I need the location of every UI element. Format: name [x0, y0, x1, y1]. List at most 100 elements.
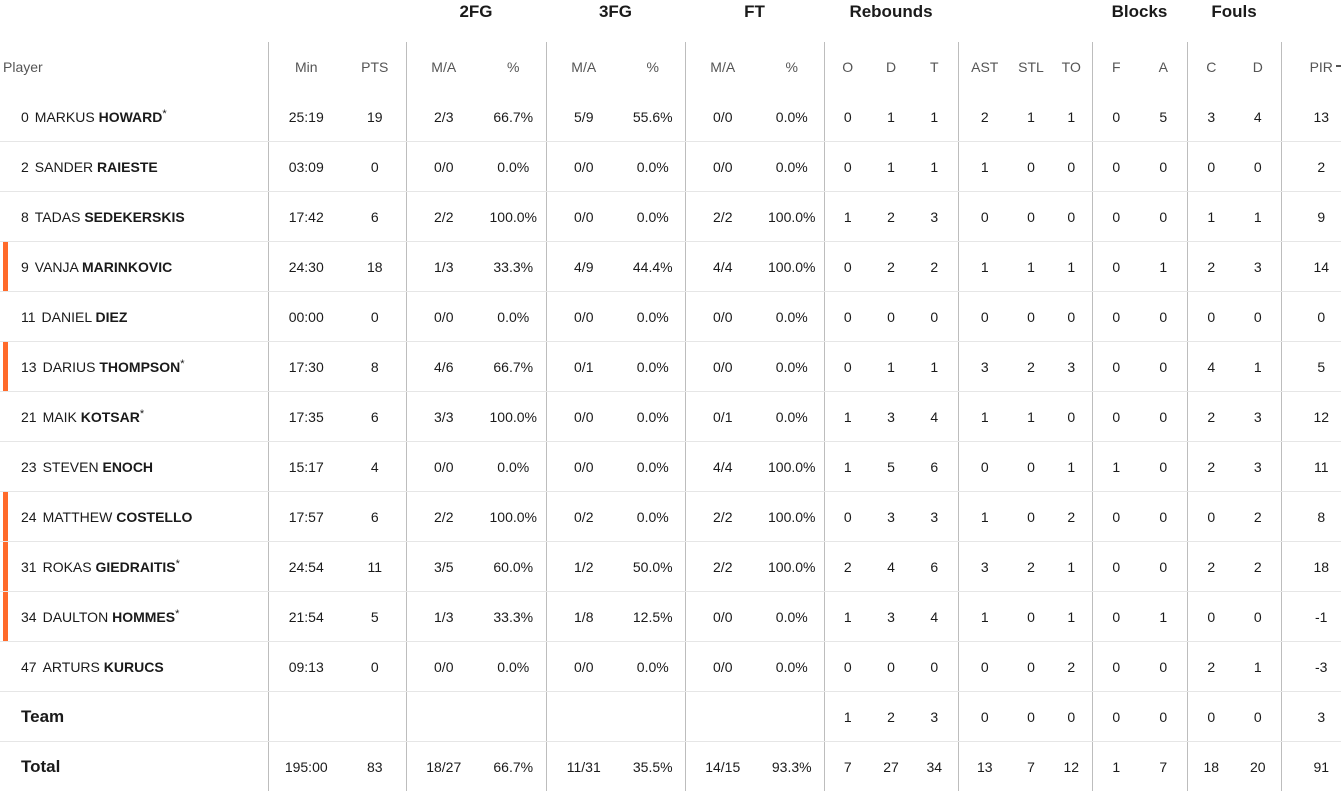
player-first-name: ROKAS — [43, 559, 92, 575]
cell-ft-ma: 4/4 — [685, 242, 760, 292]
cell-fg3-ma: 0/0 — [546, 292, 621, 342]
starter-marker: * — [175, 608, 179, 620]
col-3fg-pct[interactable]: % — [621, 42, 685, 92]
col-reb-t[interactable]: T — [911, 42, 958, 92]
cell-blk-f: 0 — [1092, 292, 1140, 342]
cell-stl: 1 — [1011, 242, 1051, 292]
cell-fg2-pct: 60.0% — [481, 542, 546, 592]
cell-foul-d: 1 — [1235, 192, 1281, 242]
cell-min: 17:30 — [268, 342, 344, 392]
col-min[interactable]: Min — [268, 42, 344, 92]
cell-fg3-ma: 11/31 — [546, 742, 621, 791]
col-pir[interactable]: PIR — [1281, 42, 1341, 92]
player-first-name: DAULTON — [43, 609, 109, 625]
col-ft-ma[interactable]: M/A — [685, 42, 760, 92]
cell-to: 1 — [1051, 242, 1092, 292]
cell-fg2-ma: 1/3 — [406, 592, 481, 642]
cell-to: 1 — [1051, 592, 1092, 642]
col-reb-o[interactable]: O — [824, 42, 871, 92]
col-player[interactable]: Player — [0, 42, 268, 92]
col-foul-c[interactable]: C — [1187, 42, 1235, 92]
col-to[interactable]: TO — [1051, 42, 1092, 92]
cell-pir: 91 — [1281, 742, 1341, 791]
player-number: 9 — [21, 259, 29, 275]
cell-min: 03:09 — [268, 142, 344, 192]
col-blk-a[interactable]: A — [1140, 42, 1187, 92]
cell-to: 0 — [1051, 392, 1092, 442]
cell-fg2-pct: 0.0% — [481, 292, 546, 342]
highlight-bar — [3, 492, 8, 541]
cell-fg2-pct: 100.0% — [481, 192, 546, 242]
cell-fg3-ma: 1/8 — [546, 592, 621, 642]
cell-fg3-ma: 5/9 — [546, 92, 621, 142]
cell-ast: 2 — [958, 92, 1011, 142]
cell-ft-pct: 100.0% — [760, 442, 824, 492]
col-2fg-ma[interactable]: M/A — [406, 42, 481, 92]
col-reb-d[interactable]: D — [871, 42, 911, 92]
col-blk-f[interactable]: F — [1092, 42, 1140, 92]
cell-foul-d: 20 — [1235, 742, 1281, 791]
cell-reb-t: 4 — [911, 592, 958, 642]
col-pts[interactable]: PTS — [344, 42, 406, 92]
box-score: 2FG 3FG FT Rebounds Blocks Fouls Player … — [0, 0, 1341, 773]
cell-reb-o: 1 — [824, 692, 871, 742]
player-last-name: KURUCS — [104, 659, 164, 675]
cell-fg2-pct: 66.7% — [481, 92, 546, 142]
cell-reb-t: 4 — [911, 392, 958, 442]
cell-ft-ma — [685, 692, 760, 742]
starter-marker: * — [180, 358, 184, 370]
col-stl[interactable]: STL — [1011, 42, 1051, 92]
cell-pts: 0 — [344, 142, 406, 192]
cell-reb-o: 0 — [824, 92, 871, 142]
col-3fg-ma[interactable]: M/A — [546, 42, 621, 92]
cell-ast: 0 — [958, 692, 1011, 742]
col-2fg-pct[interactable]: % — [481, 42, 546, 92]
cell-ast: 3 — [958, 542, 1011, 592]
cell-reb-o: 0 — [824, 292, 871, 342]
cell-min: 00:00 — [268, 292, 344, 342]
col-foul-d[interactable]: D — [1235, 42, 1281, 92]
cell-reb-d: 1 — [871, 142, 911, 192]
cell-foul-c: 1 — [1187, 192, 1235, 242]
cell-to: 0 — [1051, 192, 1092, 242]
cell-ft-ma: 0/0 — [685, 342, 760, 392]
cell-ast: 0 — [958, 292, 1011, 342]
cell-fg3-ma: 0/1 — [546, 342, 621, 392]
cell-to: 1 — [1051, 92, 1092, 142]
cell-blk-f: 0 — [1092, 242, 1140, 292]
cell-blk-f: 1 — [1092, 442, 1140, 492]
player-last-name: THOMPSON — [99, 359, 180, 375]
col-ft-pct[interactable]: % — [760, 42, 824, 92]
cell-reb-o: 7 — [824, 742, 871, 791]
player-last-name: GIEDRAITIS — [95, 559, 175, 575]
col-ast[interactable]: AST — [958, 42, 1011, 92]
cell-fg3-pct: 0.0% — [621, 292, 685, 342]
player-number: 23 — [21, 459, 37, 475]
cell-pts: 11 — [344, 542, 406, 592]
player-first-name: TADAS — [35, 209, 81, 225]
